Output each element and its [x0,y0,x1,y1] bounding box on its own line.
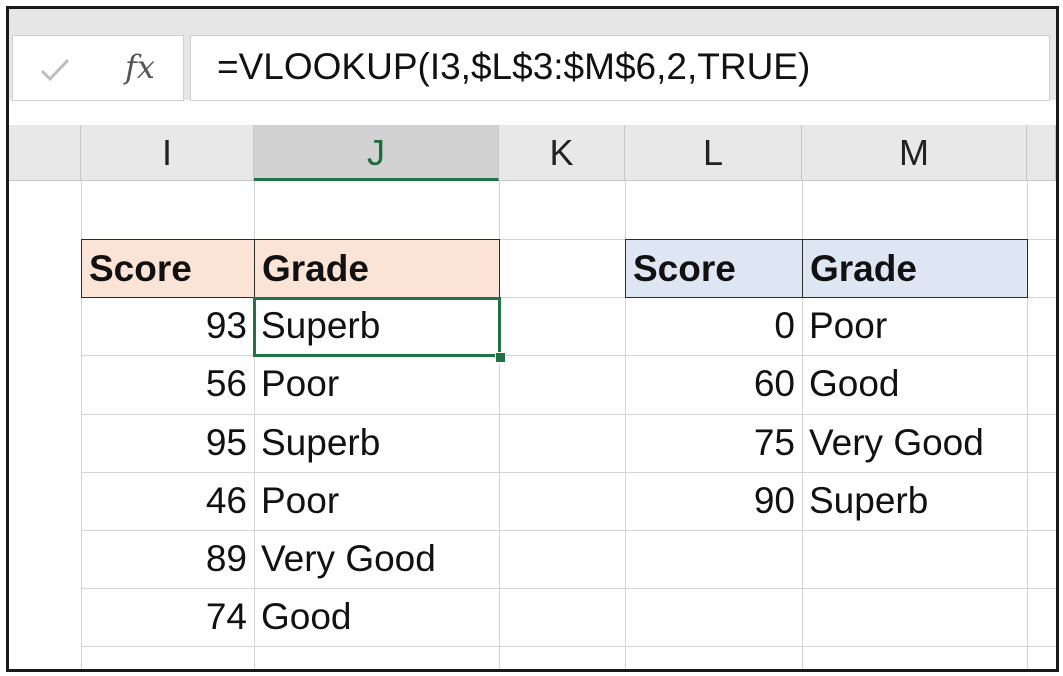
row-header-corner [9,125,81,181]
left-score-cell[interactable]: 74 [205,596,247,637]
gridline [81,239,1056,240]
right-score-cell[interactable]: 60 [753,363,795,404]
gridline [625,181,626,669]
spreadsheet-window: fx =VLOOKUP(I3,$L$3:$M$6,2,TRUE) I J K L… [6,6,1059,672]
formula-input[interactable]: =VLOOKUP(I3,$L$3:$M$6,2,TRUE) [190,35,1050,101]
column-header-l[interactable]: L [625,125,802,181]
gridline [81,588,1056,589]
right-score-header[interactable]: Score [625,239,803,298]
left-grade-cell[interactable]: Poor [261,363,340,404]
left-grade-cell[interactable]: Poor [261,480,340,521]
left-grade-cell[interactable]: Good [261,596,352,637]
gridline [81,414,1056,415]
left-score-cell[interactable]: 56 [205,363,247,404]
right-score-cell[interactable]: 75 [753,422,795,463]
left-score-cell[interactable]: 89 [205,538,247,579]
gridline [81,355,1056,356]
column-header-j[interactable]: J [254,125,499,181]
fill-handle[interactable] [495,352,506,363]
left-score-cell[interactable]: 46 [205,480,247,521]
gridline [1027,181,1028,669]
right-grade-cell[interactable]: Good [809,363,900,404]
formula-bar-separator [9,101,1056,125]
active-cell-selection[interactable] [253,297,501,357]
right-grade-cell[interactable]: Very Good [809,422,984,463]
formula-bar: fx =VLOOKUP(I3,$L$3:$M$6,2,TRUE) [9,9,1056,101]
gridline [254,181,255,669]
check-icon[interactable] [39,56,71,84]
right-grade-cell[interactable]: Poor [809,305,888,346]
left-grade-cell[interactable]: Very Good [261,538,436,579]
column-header-m[interactable]: M [802,125,1027,181]
right-grade-header[interactable]: Grade [802,239,1028,298]
gridline [81,472,1056,473]
right-score-cell[interactable]: 90 [753,480,795,521]
gridline [81,530,1056,531]
left-grade-cell[interactable]: Superb [261,305,381,346]
left-score-header[interactable]: Score [81,239,255,298]
right-score-cell[interactable]: 0 [774,305,795,346]
gridline [81,646,1056,647]
worksheet-grid: I J K L M Score Grade 93 Superb 56 Poor … [9,125,1056,669]
gridline [802,181,803,669]
left-score-cell[interactable]: 95 [205,422,247,463]
left-score-cell[interactable]: 93 [205,305,247,346]
gridline [499,181,500,669]
gridline [81,297,1056,298]
column-header-i[interactable]: I [81,125,254,181]
insert-function-icon[interactable]: fx [125,48,155,86]
column-header-k[interactable]: K [499,125,625,181]
column-header-n[interactable] [1027,125,1056,181]
gridline [81,181,82,669]
left-grade-cell[interactable]: Superb [261,422,381,463]
formula-bar-buttons: fx [12,35,184,101]
left-grade-header[interactable]: Grade [254,239,500,298]
right-grade-cell[interactable]: Superb [809,480,929,521]
